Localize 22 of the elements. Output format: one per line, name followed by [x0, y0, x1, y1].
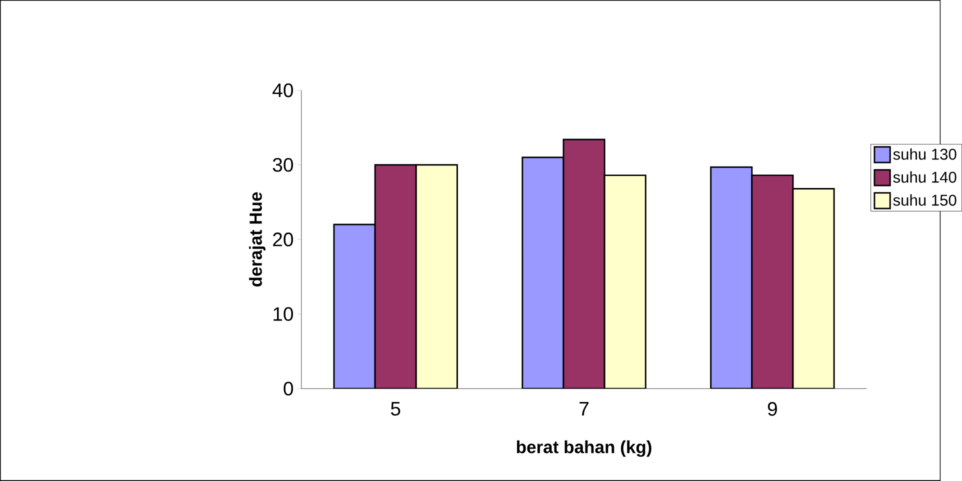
- bar: [415, 164, 458, 389]
- bar: [562, 138, 606, 389]
- x-tick-label: 7: [580, 402, 588, 416]
- x-axis-title: berat bahan (kg): [516, 440, 652, 457]
- y-tick-label: 40: [272, 83, 294, 98]
- bar: [522, 156, 564, 389]
- legend-label: suhu 130: [893, 148, 956, 160]
- bar: [751, 174, 794, 389]
- legend-label: suhu 150: [893, 194, 956, 206]
- y-tick-label: 30: [272, 158, 294, 172]
- bar: [792, 188, 835, 389]
- y-tick-label: 0: [284, 382, 294, 396]
- y-axis-title: derajat Hue: [249, 192, 266, 286]
- x-tick-label: 5: [390, 402, 400, 416]
- x-tick-label: 9: [768, 402, 777, 416]
- y-tick-label: 10: [274, 307, 294, 321]
- legend-label: suhu 140: [893, 171, 956, 183]
- bar: [333, 224, 376, 389]
- bar: [604, 174, 646, 389]
- y-tick-label: 20: [273, 232, 294, 246]
- bar: [374, 164, 417, 389]
- bar: [710, 166, 753, 389]
